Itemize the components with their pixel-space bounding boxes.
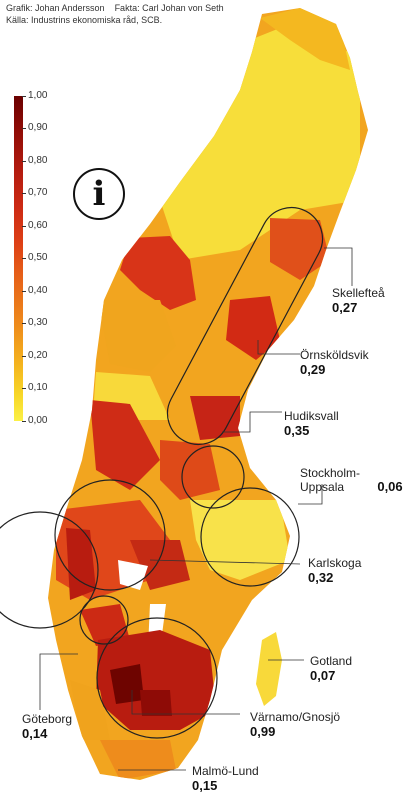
region-name: Göteborg <box>22 712 73 726</box>
region-value: 0,07 <box>310 668 336 683</box>
region-value: 0,35 <box>284 423 310 438</box>
region-dalarna <box>90 400 160 490</box>
label-gotland: Gotland 0,07 <box>310 654 352 683</box>
legend-tick: 0,00 <box>21 415 48 426</box>
label-goteborg: Göteborg 0,14 <box>22 712 72 741</box>
coast-highlight-capsule <box>166 206 324 446</box>
highlight-rings <box>0 206 324 739</box>
region-jamtland-red <box>120 236 196 310</box>
legend-tick: 0,40 <box>21 285 48 296</box>
region-halland <box>70 680 110 740</box>
region-name: Malmö-Lund <box>192 764 259 778</box>
legend-tick: 0,80 <box>21 155 48 166</box>
region-value: 0,27 <box>332 300 358 315</box>
stockholm-ring-small <box>181 445 245 509</box>
region-name: Gotland <box>310 654 353 668</box>
region-name: Karlskoga <box>308 556 362 570</box>
legend-tick: 0,60 <box>21 220 48 231</box>
region-skelleftea <box>270 218 330 280</box>
region-name: Hudiksvall <box>284 409 339 423</box>
region-goteborg-east <box>80 604 130 646</box>
leader-karlskoga <box>149 559 301 565</box>
label-stockholm: Stockholm-Uppsala 0,06 <box>300 466 410 494</box>
region-mid-west <box>98 300 176 372</box>
legend-tick: 0,30 <box>21 317 48 328</box>
region-value: 0,29 <box>300 362 326 377</box>
region-varnamo <box>140 690 172 716</box>
leader-goteborg <box>39 653 78 710</box>
varnamo-ring <box>96 617 218 739</box>
goteborg-ring <box>0 511 99 629</box>
karlskoga-ring <box>54 479 166 591</box>
region-gavle <box>160 440 220 500</box>
region-hudiksvall <box>190 396 240 440</box>
color-legend: 1,00 0,90 0,80 0,70 0,60 0,50 0,40 0,30 … <box>14 90 84 426</box>
legend-color-scale <box>14 96 23 421</box>
region-ornskoldsvik <box>226 296 280 360</box>
choropleth-regions <box>56 8 360 780</box>
credit-graphics: Grafik: Johan Andersson <box>6 3 105 13</box>
region-smaland <box>96 630 216 730</box>
label-skelleftea: Skellefteå 0,27 <box>332 286 385 315</box>
region-name: Värnamo/Gnosjö <box>250 710 341 724</box>
leader-ornskoldsvik <box>257 340 300 355</box>
region-far-north <box>260 8 350 70</box>
leader-lines <box>39 247 353 771</box>
legend-tick: 0,90 <box>21 122 48 133</box>
leader-hudiksvall <box>222 411 282 433</box>
label-varnamo: Värnamo/Gnosjö 0,99 <box>250 710 340 739</box>
leader-stockholm <box>298 484 323 505</box>
region-value: 0,15 <box>192 778 218 793</box>
region-gnosjo <box>110 664 144 704</box>
label-karlskoga: Karlskoga 0,32 <box>308 556 361 585</box>
stockholm-ring <box>200 487 300 587</box>
leader-varnamo <box>131 690 240 715</box>
leader-skelleftea <box>324 247 353 286</box>
legend-tick: 1,00 <box>21 90 48 101</box>
region-value: 0,14 <box>22 726 48 741</box>
legend-tick: 0,10 <box>21 382 48 393</box>
region-value: 0,06 <box>377 479 403 494</box>
region-name: Örnsköldsvik <box>300 348 369 362</box>
region-name: Skellefteå <box>332 286 385 300</box>
label-hudiksvall: Hudiksvall 0,35 <box>284 409 339 438</box>
region-value: 0,99 <box>250 724 276 739</box>
label-ornskoldsvik: Örnsköldsvik 0,29 <box>300 348 369 377</box>
region-value: 0,32 <box>308 570 334 585</box>
credit-facts: Fakta: Carl Johan von Seth <box>114 3 224 13</box>
credit-source: Källa: Industrins ekonomiska råd, SCB. <box>6 15 163 25</box>
region-name: Stockholm-Uppsala <box>300 466 361 494</box>
bohus-ring <box>79 595 129 645</box>
label-malmo: Malmö-Lund 0,15 <box>192 764 259 793</box>
info-icon[interactable]: i <box>73 168 125 220</box>
lake-vanern <box>118 560 148 590</box>
region-bohuslan <box>66 528 96 600</box>
legend-tick: 0,20 <box>21 350 48 361</box>
region-stockholm <box>190 500 290 580</box>
gotland-island <box>256 632 282 706</box>
legend-tick: 0,50 <box>21 252 48 263</box>
legend-tick: 0,70 <box>21 187 48 198</box>
credits: Grafik: Johan Andersson Fakta: Carl Johan… <box>6 2 224 26</box>
